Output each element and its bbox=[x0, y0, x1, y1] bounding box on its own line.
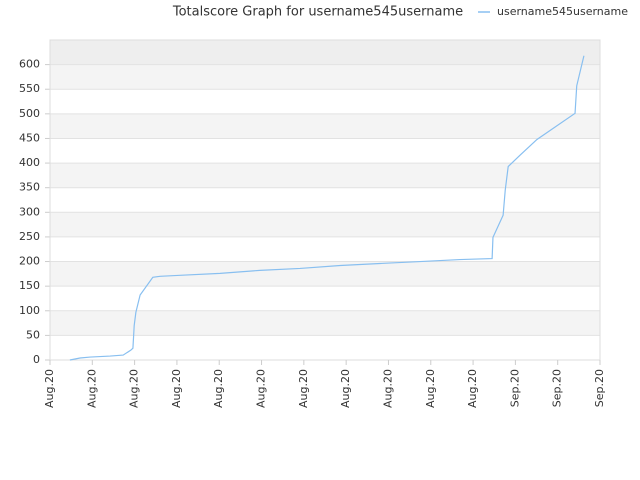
x-tick-label: Aug.20 bbox=[381, 369, 394, 408]
grid-band bbox=[50, 187, 600, 213]
grid-band bbox=[50, 286, 600, 311]
x-tick-label: Aug.20 bbox=[255, 369, 268, 408]
x-tick-label: Aug.20 bbox=[128, 369, 141, 408]
grid-band bbox=[50, 310, 600, 336]
data-line bbox=[69, 55, 585, 361]
x-tick-label: Aug.20 bbox=[297, 369, 310, 408]
y-tick-label: 450 bbox=[19, 131, 40, 144]
y-tick-label: 600 bbox=[19, 58, 40, 71]
x-tick-label: Aug.20 bbox=[466, 369, 479, 408]
y-tick-label: 550 bbox=[19, 82, 40, 95]
x-tick-label: Sep.20 bbox=[508, 369, 521, 407]
y-tick-label: 150 bbox=[19, 279, 40, 292]
grid-band bbox=[50, 261, 600, 287]
chart-title: Totalscore Graph for username545username bbox=[172, 5, 463, 20]
grid-band bbox=[50, 236, 600, 262]
grid-band bbox=[50, 89, 600, 114]
grid-band bbox=[50, 138, 600, 164]
y-tick-label: 100 bbox=[19, 304, 40, 317]
grid-band bbox=[50, 113, 600, 139]
x-tick-label: Aug.20 bbox=[339, 369, 352, 408]
x-tick-label: Aug.20 bbox=[85, 369, 98, 408]
x-tick-label: Aug.20 bbox=[170, 369, 183, 408]
legend-label: username545username bbox=[497, 5, 628, 18]
x-tick-label: Aug.20 bbox=[43, 369, 56, 408]
y-tick-label: 500 bbox=[19, 107, 40, 120]
y-tick-label: 250 bbox=[19, 230, 40, 243]
x-tick-label: Sep.20 bbox=[551, 369, 564, 407]
y-tick-label: 200 bbox=[19, 255, 40, 268]
y-tick-label: 300 bbox=[19, 205, 40, 218]
grid-band bbox=[50, 163, 600, 188]
grid-band bbox=[50, 212, 600, 237]
plot-frame bbox=[49, 39, 601, 361]
x-tick-label: Aug.20 bbox=[212, 369, 225, 408]
y-tick-label: 50 bbox=[26, 328, 40, 341]
y-tick-label: 350 bbox=[19, 181, 40, 194]
grid-band bbox=[50, 40, 600, 65]
grid-band bbox=[50, 64, 600, 90]
x-tick-label: Sep.20 bbox=[593, 369, 606, 407]
x-tick-label: Aug.20 bbox=[424, 369, 437, 408]
y-tick-label: 0 bbox=[33, 353, 40, 366]
grid-band bbox=[50, 335, 600, 360]
y-tick-label: 400 bbox=[19, 156, 40, 169]
